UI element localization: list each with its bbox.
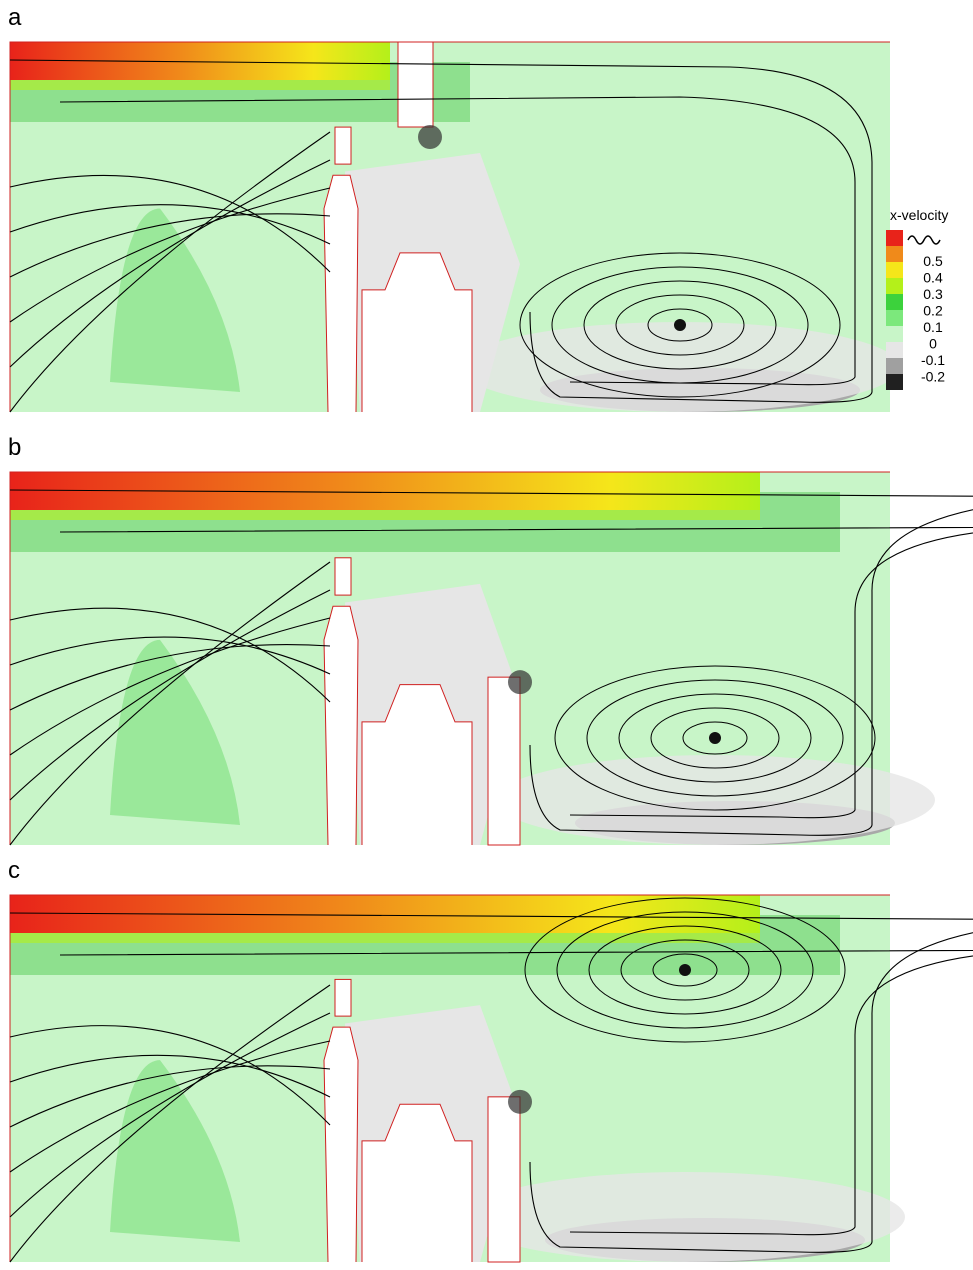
legend-swatch (886, 294, 903, 310)
legend-tick-label: 0 (929, 336, 937, 352)
legend: x-velocity 0.50.40.30.20.10-0.1-0.2 (886, 207, 948, 390)
baffle (324, 1027, 358, 1262)
legend-icon (908, 236, 940, 244)
panel-label: c (8, 857, 20, 884)
legend-tick-label: 0.2 (923, 303, 943, 319)
small-block (335, 979, 351, 1016)
baffle (324, 175, 358, 412)
vortex-core (679, 964, 691, 976)
legend-tick-label: -0.2 (921, 369, 945, 385)
small-block (335, 558, 351, 595)
panel-label: b (8, 434, 21, 461)
legend-tick-label: 0.3 (923, 286, 943, 302)
legend-tick-label: 0.4 (923, 270, 943, 286)
wall (488, 1097, 520, 1262)
figure: a b c x-velocity 0.50.40.30.20.10-0.1-0.… (0, 0, 973, 1265)
legend-tick-label: -0.1 (921, 352, 945, 368)
baffle (324, 606, 358, 845)
flow-panel (10, 42, 900, 412)
jet-fringe (10, 80, 390, 90)
neutral-region (460, 322, 900, 412)
legend-tick-label: 0.5 (923, 253, 943, 269)
panel-label: a (8, 4, 22, 31)
legend-swatch (886, 246, 903, 262)
legend-swatch (886, 278, 903, 294)
legend-swatch (886, 358, 903, 374)
legend-swatch (886, 310, 903, 326)
vortex-core (674, 319, 686, 331)
legend-swatch (886, 374, 903, 390)
vortex-core (709, 732, 721, 744)
jet-fringe (10, 933, 760, 943)
stagnation (508, 1090, 532, 1114)
stagnation (418, 125, 442, 149)
jet-fringe (10, 510, 760, 520)
legend-tick-label: 0.1 (923, 319, 943, 335)
legend-title: x-velocity (890, 207, 948, 223)
stagnation (508, 670, 532, 694)
flow-panel (10, 895, 973, 1262)
inlet-block (398, 42, 433, 127)
legend-swatch (886, 326, 903, 342)
small-block (335, 127, 351, 164)
legend-swatch (886, 342, 903, 358)
legend-swatch (886, 262, 903, 278)
wall (488, 677, 520, 845)
flow-panel (10, 472, 973, 845)
legend-swatch (886, 230, 903, 246)
